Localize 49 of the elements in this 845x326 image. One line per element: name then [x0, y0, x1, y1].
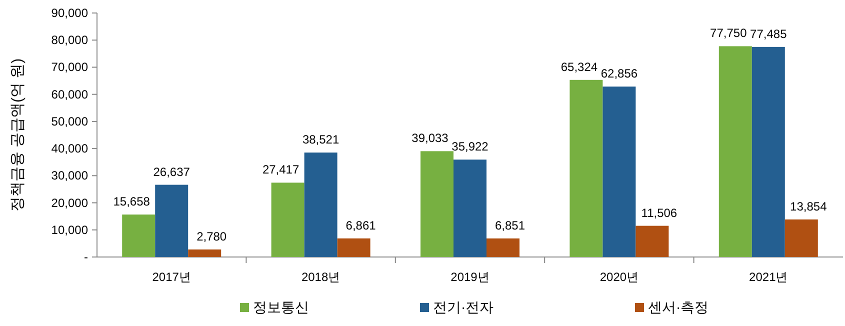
x-tick-label: 2017년: [152, 270, 191, 284]
y-tick-label: 10,000: [51, 222, 88, 237]
y-tick-label: 80,000: [51, 33, 88, 48]
data-label: 39,033: [412, 131, 449, 146]
bar: [636, 226, 669, 257]
data-label: 2,780: [196, 229, 227, 244]
y-tick-label: 50,000: [51, 114, 88, 128]
data-label: 6,861: [346, 218, 376, 232]
y-tick-label: 90,000: [51, 6, 88, 20]
legend-label: 센서·측정: [648, 299, 709, 315]
data-label: 35,922: [452, 140, 489, 154]
bar: [304, 152, 338, 257]
data-label: 11,506: [641, 206, 678, 220]
y-tick-label: 60,000: [51, 87, 88, 102]
bar: [718, 46, 752, 257]
x-tick-label: 2020년: [600, 270, 639, 284]
y-tick-label: 70,000: [51, 60, 88, 74]
y-tick-label: 20,000: [51, 196, 88, 210]
bar: [784, 219, 818, 257]
y-axis-title: 정책금융 공급액(억 원): [9, 58, 26, 212]
bar: [420, 151, 454, 257]
y-tick-label: 40,000: [51, 142, 88, 156]
data-label: 27,417: [262, 162, 300, 177]
data-label: 13,854: [790, 199, 828, 214]
bar: [486, 238, 520, 257]
legend-label: 전기·전자: [433, 299, 494, 315]
x-tick-label: 2021년: [749, 270, 788, 284]
bar: [570, 80, 603, 257]
x-tick-label: 2018년: [301, 270, 340, 284]
bar: [752, 46, 785, 257]
y-tick-label: 30,000: [51, 168, 88, 183]
data-label: 15,658: [113, 194, 150, 209]
data-label: 77,750: [710, 26, 748, 40]
bar: [454, 160, 486, 257]
data-label: 65,324: [560, 60, 598, 74]
x-tick-label: 2019년: [450, 270, 490, 284]
data-label: 62,856: [600, 66, 638, 81]
bar: [188, 249, 222, 257]
data-label: 77,485: [750, 26, 788, 41]
data-label: 26,637: [153, 164, 190, 179]
bar: [337, 238, 370, 257]
bar: [602, 86, 636, 257]
bar: [122, 214, 156, 257]
y-tick-label: -: [84, 250, 88, 264]
bar: [271, 182, 304, 257]
data-label: 6,851: [494, 218, 526, 232]
data-label: 38,521: [302, 132, 340, 147]
bar: [155, 184, 188, 257]
legend-label: 정보통신: [253, 299, 309, 315]
